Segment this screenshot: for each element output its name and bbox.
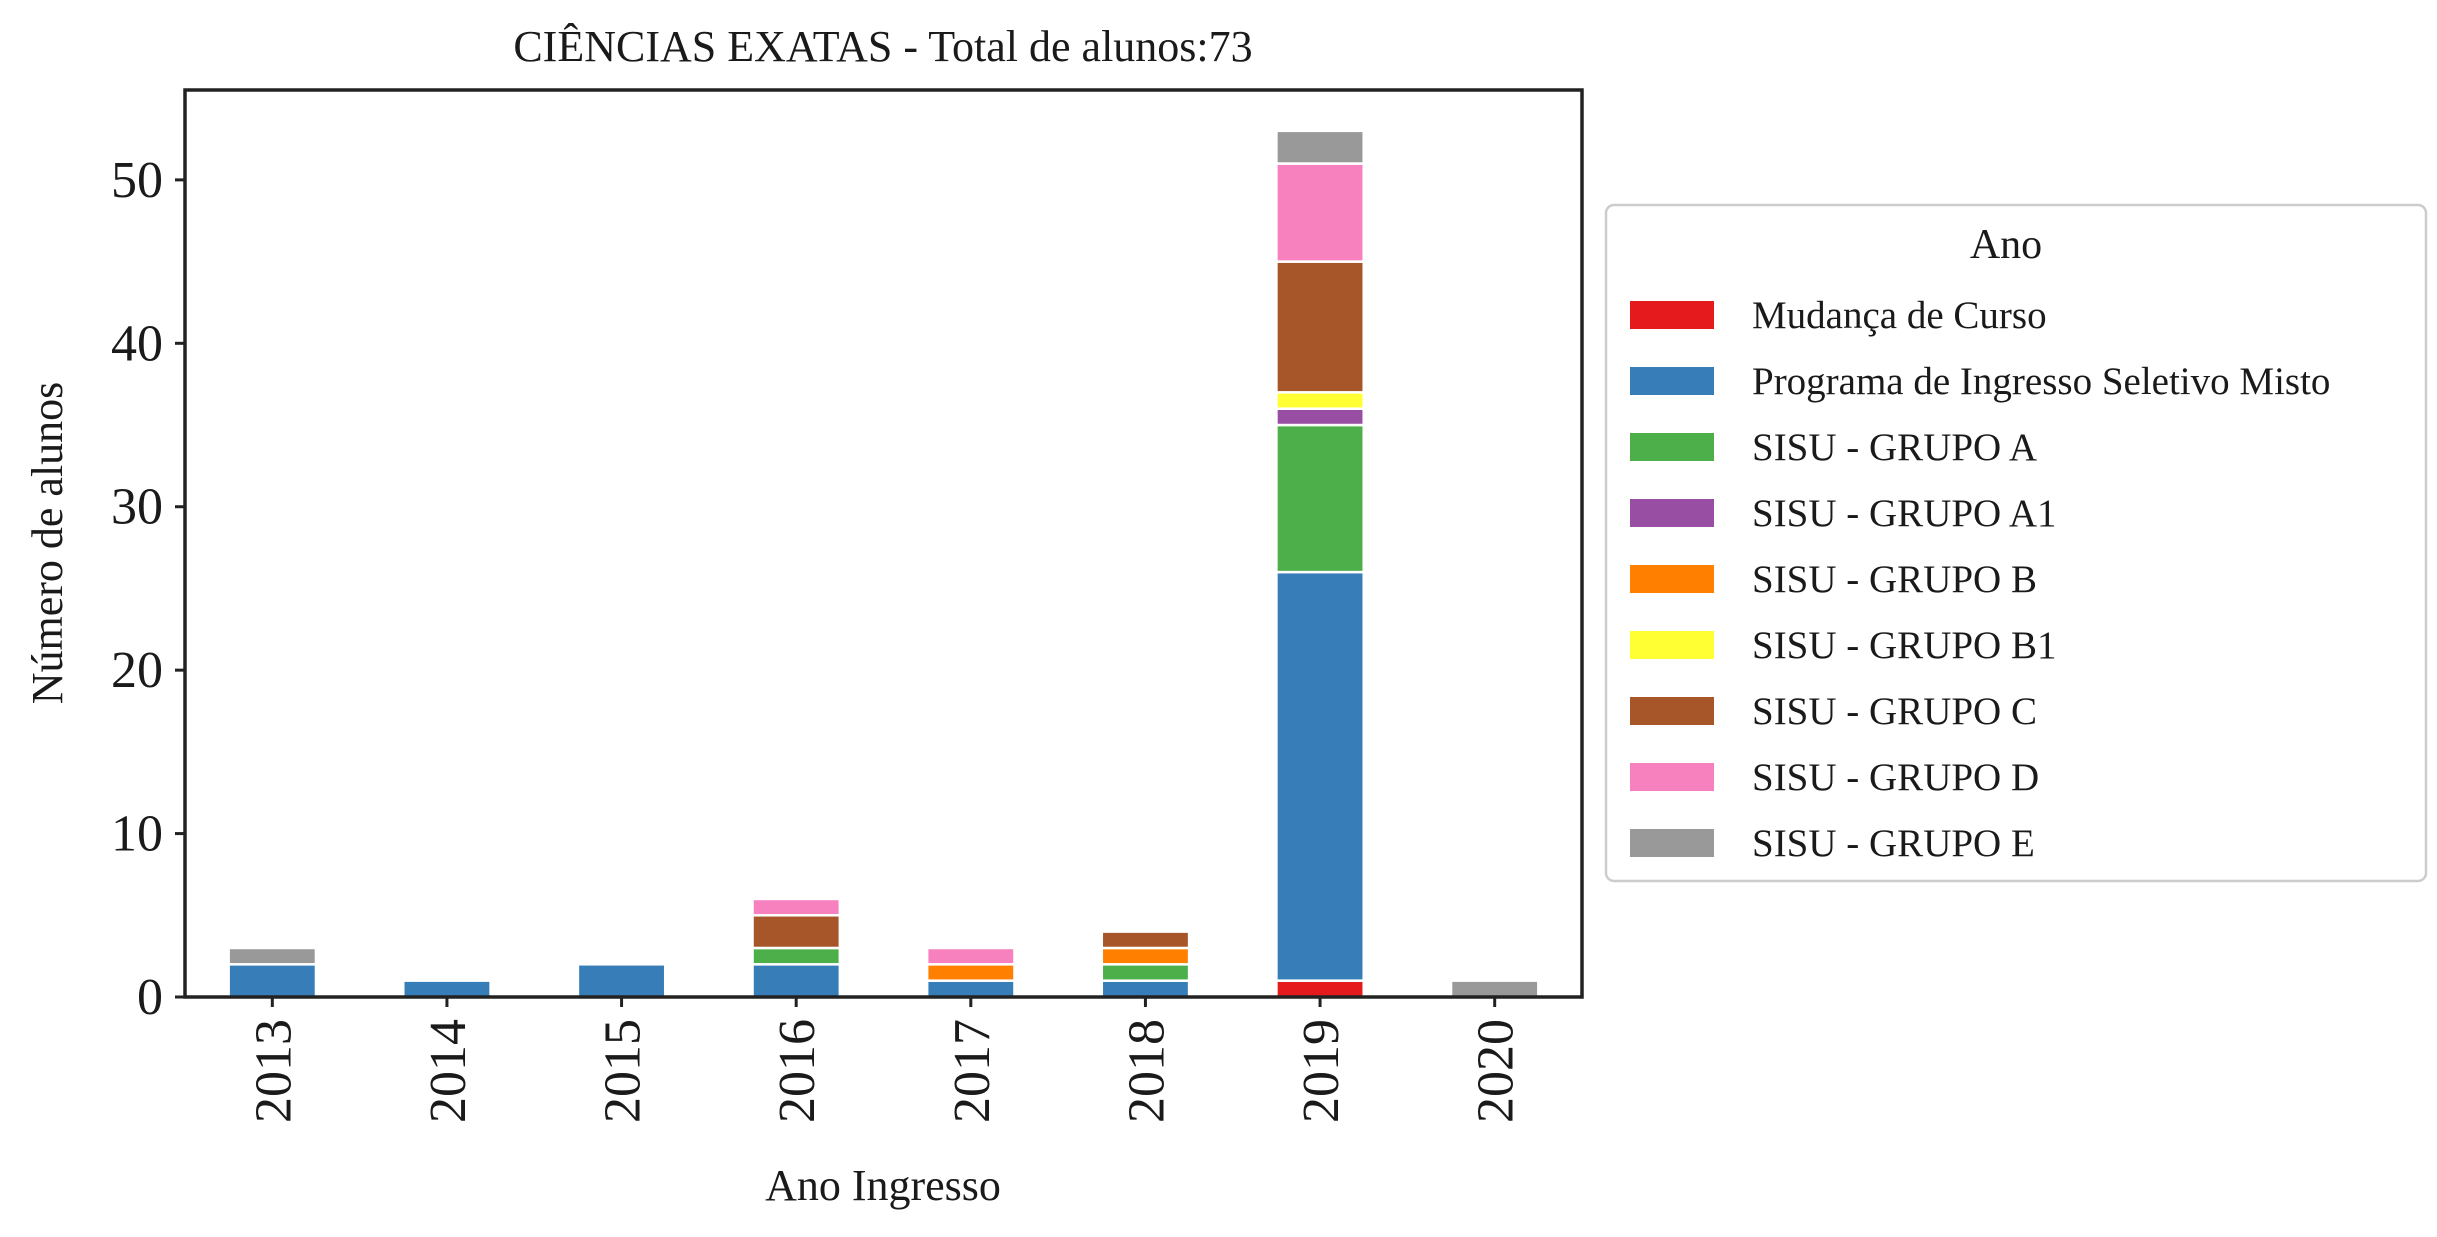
x-tick-label: 2015 <box>595 1019 652 1123</box>
y-tick-label: 0 <box>137 969 163 1026</box>
legend-swatch <box>1630 697 1714 725</box>
legend-swatch <box>1630 367 1714 395</box>
legend-swatch <box>1630 631 1714 659</box>
legend-label: SISU - GRUPO A1 <box>1752 492 2056 535</box>
bar-segment-2019-series-3 <box>1275 407 1365 427</box>
bars-layer <box>227 129 1540 999</box>
bar-segment-2019-series-2 <box>1275 423 1365 574</box>
y-tick-label: 30 <box>111 479 163 536</box>
x-tick-label: 2013 <box>245 1019 302 1123</box>
plot-frame <box>183 88 1584 999</box>
bar-segment-2016-series-7 <box>751 897 842 917</box>
legend-items: Mudança de Curso Programa de Ingresso Sel… <box>1630 294 2330 865</box>
legend-title: Ano <box>1970 222 2042 268</box>
x-tick-label: 2016 <box>769 1019 826 1123</box>
bar-segment-2019-series-5 <box>1275 391 1365 410</box>
bar-segment-2013-series-1 <box>227 963 318 999</box>
bar-segment-2018-series-1 <box>1100 979 1191 999</box>
bar-segment-2018-series-2 <box>1100 963 1191 982</box>
chart-title: CIÊNCIAS EXATAS - Total de alunos:73 <box>513 22 1252 71</box>
bar-segment-2018-series-4 <box>1100 946 1191 966</box>
bar-segment-2013-series-8 <box>227 946 318 966</box>
legend-label: SISU - GRUPO B1 <box>1752 624 2056 667</box>
legend-swatch <box>1630 433 1714 461</box>
y-tick-label: 10 <box>111 806 163 863</box>
bar-segment-2016-series-6 <box>751 914 842 950</box>
y-axis: 0 10 20 30 40 50 <box>111 152 185 1026</box>
legend-label: SISU - GRUPO E <box>1752 822 2035 865</box>
legend-swatch <box>1630 829 1714 857</box>
bar-segment-2019-series-0 <box>1275 979 1365 999</box>
legend-label: SISU - GRUPO D <box>1752 756 2039 799</box>
bar-segment-2019-series-7 <box>1275 162 1365 263</box>
bar-segment-2016-series-2 <box>751 946 842 966</box>
bar-segment-2017-series-1 <box>925 979 1016 999</box>
legend-swatch <box>1630 499 1714 527</box>
y-tick-label: 50 <box>111 152 163 209</box>
legend-label: SISU - GRUPO C <box>1752 690 2037 733</box>
x-tick-label: 2014 <box>420 1019 477 1123</box>
x-tick-label: 2018 <box>1118 1019 1175 1123</box>
x-axis: 2013 2014 2015 2016 2017 2018 2019 2020 <box>245 997 1525 1123</box>
legend-swatch <box>1630 301 1714 329</box>
legend: Ano Mudança de Curso Programa de Ingresso… <box>1604 203 2428 883</box>
bar-segment-2015-series-1 <box>576 963 667 999</box>
bar-segment-2014-series-1 <box>402 979 492 999</box>
legend-swatch <box>1630 763 1714 791</box>
x-tick-label: 2019 <box>1293 1019 1350 1123</box>
x-tick-label: 2017 <box>944 1019 1001 1123</box>
x-tick-label: 2020 <box>1468 1019 1525 1123</box>
x-axis-label: Ano Ingresso <box>765 1161 1001 1210</box>
bar-segment-2020-series-8 <box>1449 979 1540 999</box>
bar-segment-2017-series-7 <box>925 946 1016 966</box>
legend-label: SISU - GRUPO B <box>1752 558 2037 601</box>
bar-segment-2018-series-6 <box>1100 930 1191 950</box>
bar-segment-2019-series-8 <box>1275 129 1365 165</box>
legend-frame <box>1604 203 2428 883</box>
bar-segment-2016-series-1 <box>751 963 842 999</box>
legend-label: Programa de Ingresso Seletivo Misto <box>1752 360 2330 403</box>
y-axis-label: Número de alunos <box>23 382 72 705</box>
y-tick-label: 40 <box>111 315 163 372</box>
bar-segment-2019-series-1 <box>1275 570 1365 982</box>
legend-label: Mudança de Curso <box>1752 294 2047 337</box>
bar-segment-2019-series-6 <box>1275 260 1365 394</box>
legend-label: SISU - GRUPO A <box>1752 426 2037 469</box>
y-tick-label: 20 <box>111 642 163 699</box>
bar-segment-2017-series-4 <box>925 963 1016 982</box>
legend-swatch <box>1630 565 1714 593</box>
